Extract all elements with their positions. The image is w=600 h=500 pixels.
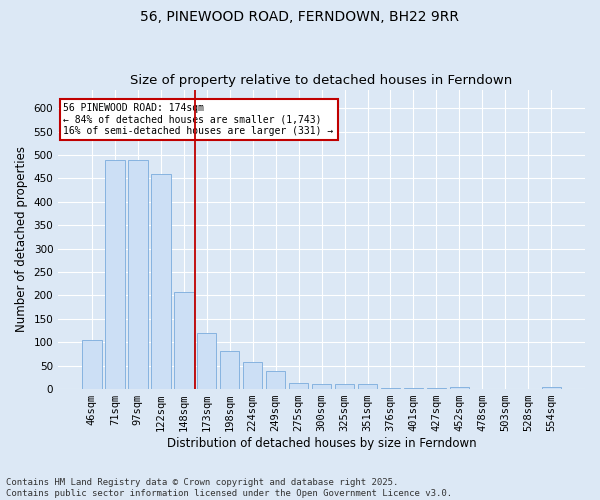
- Bar: [542, 387, 561, 389]
- Text: Contains HM Land Registry data © Crown copyright and database right 2025.
Contai: Contains HM Land Registry data © Crown c…: [6, 478, 452, 498]
- Bar: [82, 340, 101, 389]
- Bar: [335, 384, 355, 389]
- Bar: [312, 384, 331, 389]
- Bar: [449, 386, 469, 389]
- Bar: [358, 384, 377, 389]
- Bar: [243, 362, 262, 389]
- Bar: [197, 333, 217, 389]
- Bar: [151, 174, 170, 389]
- X-axis label: Distribution of detached houses by size in Ferndown: Distribution of detached houses by size …: [167, 437, 476, 450]
- Bar: [174, 292, 194, 389]
- Bar: [220, 350, 239, 389]
- Bar: [427, 388, 446, 389]
- Title: Size of property relative to detached houses in Ferndown: Size of property relative to detached ho…: [130, 74, 513, 87]
- Text: 56 PINEWOOD ROAD: 174sqm
← 84% of detached houses are smaller (1,743)
16% of sem: 56 PINEWOOD ROAD: 174sqm ← 84% of detach…: [64, 103, 334, 136]
- Bar: [381, 388, 400, 389]
- Bar: [128, 160, 148, 389]
- Bar: [105, 160, 125, 389]
- Text: 56, PINEWOOD ROAD, FERNDOWN, BH22 9RR: 56, PINEWOOD ROAD, FERNDOWN, BH22 9RR: [140, 10, 460, 24]
- Bar: [266, 372, 286, 389]
- Bar: [404, 388, 423, 389]
- Bar: [289, 383, 308, 389]
- Y-axis label: Number of detached properties: Number of detached properties: [15, 146, 28, 332]
